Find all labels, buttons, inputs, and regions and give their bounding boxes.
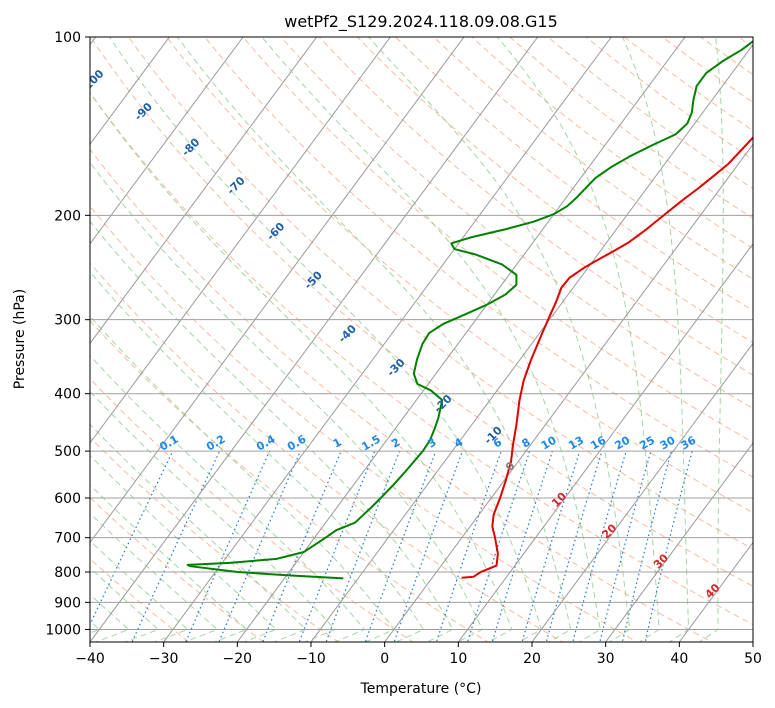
moist-adiabat-line [90, 315, 395, 642]
mixing-ratio-line [644, 450, 693, 642]
isotherm-line [90, 37, 539, 642]
moist-adiabat-line [90, 567, 160, 642]
x-tick-label: 30 [597, 651, 615, 667]
x-tick-label: 50 [744, 651, 762, 667]
y-axis-ticks: 1000 900 800 700 600 500 400 300 200 100 [45, 30, 90, 638]
mixing-ratio-line [572, 450, 627, 642]
y-tick-label: 900 [54, 595, 81, 611]
dry-adiabat-line [204, 37, 753, 478]
y-tick-label: 200 [54, 208, 81, 224]
profile-series [186, 40, 753, 580]
dry-adiabat-line [471, 37, 753, 250]
dry-adiabat-line [433, 37, 753, 280]
x-tick-label: 20 [523, 651, 541, 667]
mixing-ratio-line [185, 450, 271, 642]
x-tick-label: 0 [380, 651, 389, 667]
y-axis-label: Pressure (hPa) [12, 289, 28, 389]
dry-adiabat-line [318, 37, 753, 376]
moist-adiabat-line [90, 423, 307, 642]
isotherm-line [90, 37, 170, 146]
plot-area: -100-90-80-70-60-50-40-30-20-10010203040… [90, 37, 753, 642]
dry-adiabat-line [166, 37, 753, 514]
dry-adiabat-line [90, 262, 564, 642]
isotherms [90, 37, 753, 642]
plot-background [90, 37, 753, 642]
isotherm-line [90, 37, 244, 245]
dry-adiabat-line [128, 37, 753, 550]
moist-adiabat-line [90, 91, 513, 642]
isotherm-line [457, 242, 753, 642]
dry-adiabat-line [357, 37, 753, 344]
dry-adiabat-line [547, 37, 753, 190]
y-tick-label: 400 [54, 387, 81, 403]
dry-adiabat-line [90, 148, 713, 642]
x-tick-label: 40 [670, 651, 688, 667]
isotherm-line [605, 442, 753, 642]
dry-adiabat-line [90, 436, 340, 642]
isotherm-line [90, 37, 318, 345]
mixing-ratio-line [364, 450, 437, 642]
y-tick-label: 100 [54, 30, 81, 46]
mixing-ratio-line [545, 450, 603, 642]
moist-adiabat-line [622, 37, 690, 642]
x-tick-label: −10 [296, 651, 326, 667]
temperature-profile-line [461, 136, 753, 579]
moist-adiabat-line [90, 540, 189, 642]
isotherm-line [384, 143, 753, 642]
dewpoint-profile-line [186, 40, 753, 580]
x-tick-label: 10 [449, 651, 467, 667]
isotherm-line [90, 37, 465, 544]
x-axis-label: Temperature (°C) [360, 681, 482, 697]
x-tick-label: −40 [75, 651, 105, 667]
mixing-ratio-line [599, 450, 652, 642]
dry-adiabat-line [90, 319, 489, 642]
mixing-ratio-line [218, 450, 302, 642]
chart-title: wetPf2_S129.2024.118.09.08.G15 [284, 12, 558, 32]
dry-adiabat-line [395, 37, 753, 312]
isotherm-line [678, 541, 753, 642]
x-axis-ticks: −40 −30 −20 −10 0 10 20 30 40 50 [75, 642, 762, 667]
y-tick-label: 300 [54, 313, 81, 329]
dry-adiabat-line [509, 37, 753, 219]
isotherm-line [310, 43, 753, 642]
dry-adiabat-line [585, 37, 753, 161]
moist-adiabat-line [90, 512, 219, 642]
isotherm-line [90, 37, 391, 444]
y-tick-label: 800 [54, 565, 81, 581]
isotherm-line [531, 342, 753, 642]
y-tick-label: 1000 [45, 622, 81, 638]
plot-frame [89, 36, 754, 643]
y-tick-label: 600 [54, 491, 81, 507]
dry-adiabat-line [90, 92, 753, 626]
x-tick-label: −20 [223, 651, 253, 667]
y-tick-label: 500 [54, 444, 81, 460]
mixing-ratio-line [621, 450, 672, 642]
dry-adiabat-line [90, 205, 639, 642]
isotherm-line [163, 37, 612, 642]
moist-adiabat-line [497, 37, 660, 642]
moist-adiabat-line [90, 161, 484, 642]
moist-adiabat-line [176, 37, 572, 642]
y-tick-label: 700 [54, 531, 81, 547]
mixing-ratio-line [298, 450, 376, 642]
mixing-ratio-line [521, 450, 581, 642]
mixing-ratio-line [131, 450, 221, 642]
mixing-ratio-line [325, 450, 401, 642]
x-tick-label: −30 [149, 651, 179, 667]
moist-adiabat-line [90, 220, 454, 642]
mixing-ratio-lines [90, 450, 693, 642]
moist-adiabat-line [90, 593, 130, 642]
mixing-ratio-line [90, 450, 174, 626]
